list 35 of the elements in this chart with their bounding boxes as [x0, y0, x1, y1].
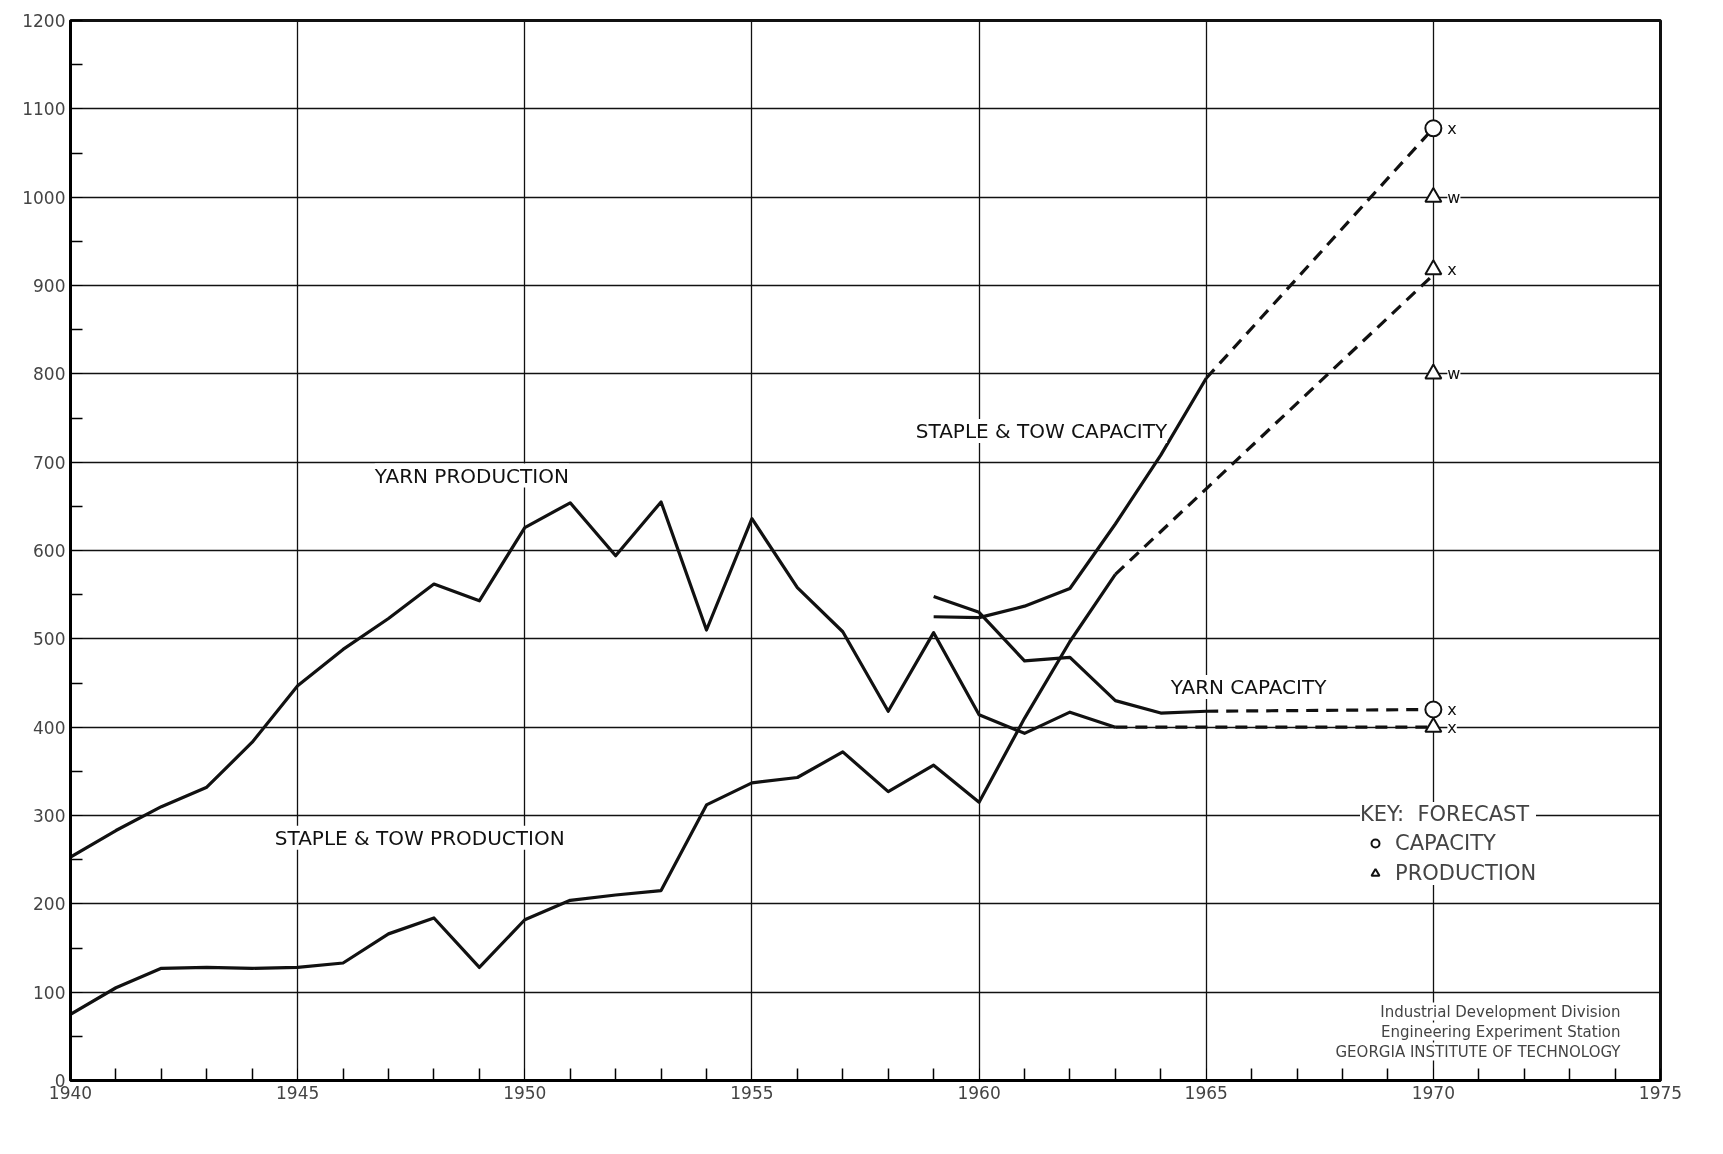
x-tick-label: 1950: [503, 1082, 547, 1103]
x-tick-label: 1970: [1411, 1082, 1455, 1103]
data-label: w: [1447, 187, 1461, 207]
y-tick-label: 200: [33, 894, 66, 915]
series-label: STAPLE & TOW CAPACITY: [915, 419, 1168, 444]
y-tick-label: 1200: [22, 11, 66, 31]
annotation: Engineering Experiment Station: [1380, 1022, 1621, 1041]
y-tick-label: 1000: [22, 187, 66, 208]
data-label: x: [1447, 717, 1457, 737]
x-tick-label: 1975: [1638, 1082, 1683, 1103]
y-tick-label: 500: [33, 629, 66, 650]
y-tick-label: 600: [33, 541, 66, 561]
x-tick-label: 1965: [1184, 1082, 1228, 1103]
x-tick-label: 1960: [957, 1082, 1001, 1103]
y-tick-label: 900: [33, 276, 66, 296]
legend-label: PRODUCTION: [1395, 861, 1537, 885]
y-tick-label: 300: [33, 806, 66, 826]
data-label: x: [1447, 118, 1457, 138]
y-tick-label: 800: [33, 364, 66, 385]
x-tick-label: 1945: [276, 1082, 320, 1103]
y-tick-label: 400: [33, 717, 66, 738]
series-label: YARN CAPACITY: [1169, 675, 1328, 700]
legend-title: KEY: FORECAST: [1360, 802, 1531, 826]
data-label: x: [1447, 700, 1457, 719]
y-tick-label: 700: [33, 452, 66, 473]
data-label: w: [1447, 364, 1461, 384]
annotation: GEORGIA INSTITUTE OF TECHNOLOGY: [1335, 1042, 1622, 1061]
y-tick-label: 1100: [22, 99, 66, 120]
legend-label: CAPACITY: [1395, 831, 1496, 855]
y-tick-label: 100: [33, 982, 66, 1003]
annotation: Industrial Development Division: [1380, 1002, 1621, 1021]
series-label: YARN PRODUCTION: [373, 463, 569, 488]
x-tick-label: 1955: [730, 1082, 774, 1103]
text: STAPLE & TOW PRODUCTION: [274, 825, 565, 850]
data-label: x: [1447, 260, 1457, 280]
